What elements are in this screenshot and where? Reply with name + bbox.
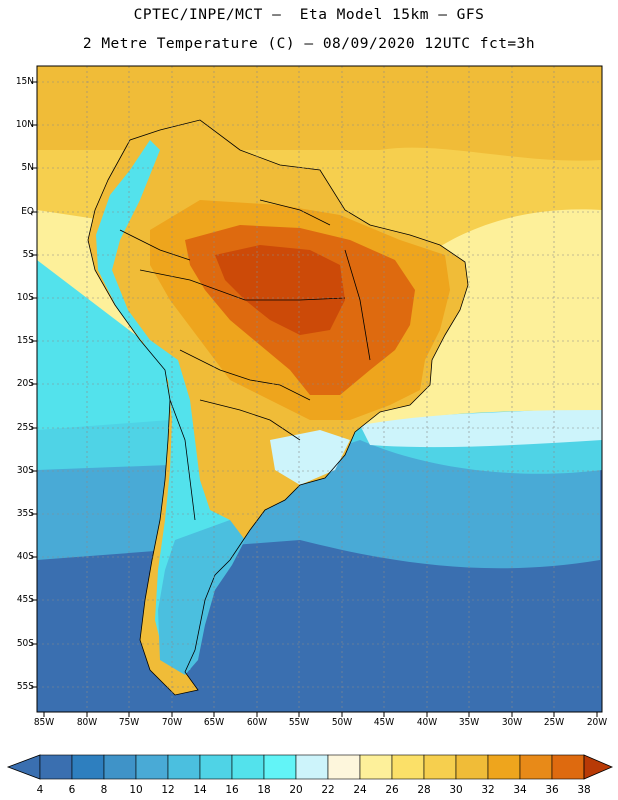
colorbar-label: 16 [225, 784, 239, 796]
colorbar-label: 34 [513, 784, 527, 796]
border-line-6 [344, 249, 371, 361]
coastline [87, 119, 469, 696]
colorbar-cell-14 [455, 754, 489, 780]
colorbar-cell-12 [391, 754, 425, 780]
colorbar-label: 22 [321, 784, 335, 796]
gridlines [37, 66, 602, 712]
lat-label: 35S [16, 508, 34, 519]
lon-label: 40W [416, 717, 438, 728]
lon-label: 65W [203, 717, 225, 728]
colorbar-cell-13 [423, 754, 457, 780]
colorbar-label: 20 [289, 784, 303, 796]
lon-label: 70W [161, 717, 183, 728]
land-hottest-zone [215, 245, 345, 335]
colorbar-cell-9 [295, 754, 329, 780]
lon-label: 85W [33, 717, 55, 728]
colorbar-label: 18 [257, 784, 271, 796]
lat-label: 30S [16, 465, 34, 476]
border-line-2 [179, 349, 311, 401]
border-line-4 [169, 399, 196, 521]
border-line-3 [199, 399, 301, 441]
colorbar-cell-6 [199, 754, 233, 780]
colorbar-label: 24 [353, 784, 367, 796]
lon-label: 20W [586, 717, 608, 728]
lat-label: 5N [21, 162, 34, 173]
colorbar-cell-8 [263, 754, 297, 780]
colorbar-cell-4 [135, 754, 169, 780]
border-line-7 [119, 229, 191, 261]
chart-title: CPTEC/INPE/MCT – Eta Model 15km – GFS [133, 7, 485, 23]
ocean-band-light [360, 405, 602, 448]
temperature-field [37, 66, 602, 712]
border-line-1 [139, 269, 346, 301]
lon-label: 80W [76, 717, 98, 728]
lat-label: 15N [15, 76, 34, 87]
colorbar [6, 754, 614, 780]
lat-label: 40S [16, 551, 34, 562]
lon-label: 50W [331, 717, 353, 728]
colorbar-cell-2 [71, 754, 105, 780]
lon-label: 45W [373, 717, 395, 728]
colorbar-label: 36 [545, 784, 559, 796]
lat-label: 10N [15, 119, 34, 130]
plot-frame [36, 65, 603, 713]
lat-label: 45S [16, 594, 34, 605]
lon-label: 60W [246, 717, 268, 728]
lat-label: 55S [16, 681, 34, 692]
colorbar-cell-7 [231, 754, 265, 780]
colorbar-label: 30 [449, 784, 463, 796]
colorbar-cell-3 [103, 754, 137, 780]
lat-label: EQ [21, 206, 34, 217]
lon-label: 55W [288, 717, 310, 728]
southern-uruguay-zone [270, 430, 350, 485]
lat-label: 15S [16, 335, 34, 346]
chart-subtitle: 2 Metre Temperature (C) – 08/09/2020 12U… [82, 36, 536, 52]
colorbar-label: 28 [417, 784, 431, 796]
colorbar-label: 4 [36, 784, 44, 796]
colorbar-label: 10 [129, 784, 143, 796]
colorbar-label: 38 [577, 784, 591, 796]
lat-label: 50S [16, 638, 34, 649]
colorbar-cell-16 [519, 754, 553, 780]
colorbar-cell-10 [327, 754, 361, 780]
colorbar-label: 14 [193, 784, 207, 796]
colorbar-label: 6 [68, 784, 76, 796]
country-borders [87, 119, 469, 696]
colorbar-cell-17 [551, 754, 585, 780]
colorbar-label: 32 [481, 784, 495, 796]
axis-ticks [31, 81, 598, 717]
lon-label: 35W [458, 717, 480, 728]
colorbar-cell-1 [39, 754, 73, 780]
patagonia-zone [158, 520, 245, 675]
ocean-band-north [37, 66, 602, 161]
colorbar-cell-11 [359, 754, 393, 780]
lon-label: 75W [118, 717, 140, 728]
colorbar-label: 26 [385, 784, 399, 796]
lat-label: 25S [16, 422, 34, 433]
colorbar-label: 8 [100, 784, 108, 796]
colorbar-left-arrow [6, 754, 41, 780]
lat-label: 10S [16, 292, 34, 303]
border-line-5 [259, 199, 331, 226]
lon-label: 30W [501, 717, 523, 728]
colorbar-right-arrow [583, 754, 614, 780]
lat-label: 20S [16, 378, 34, 389]
colorbar-cell-5 [167, 754, 201, 780]
colorbar-cell-15 [487, 754, 521, 780]
lat-label: 5S [22, 249, 34, 260]
lon-label: 25W [543, 717, 565, 728]
colorbar-label: 12 [161, 784, 175, 796]
